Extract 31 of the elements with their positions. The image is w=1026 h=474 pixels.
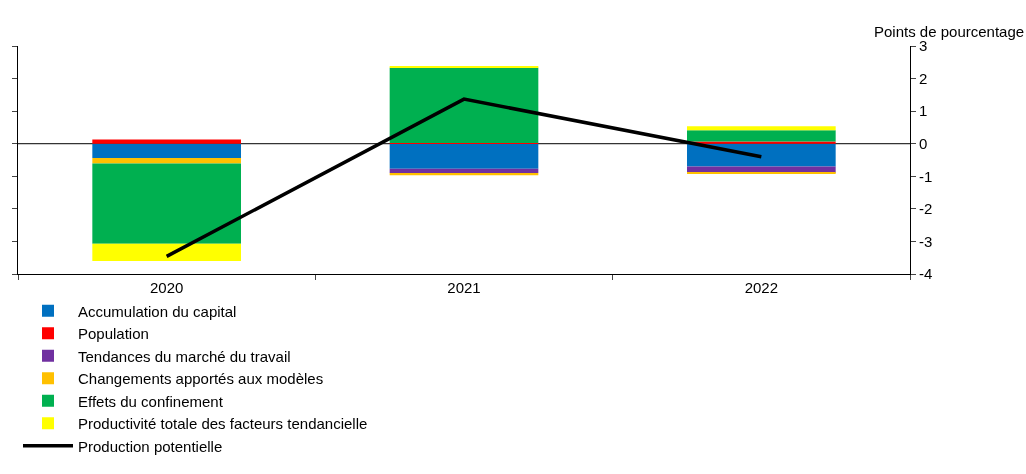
y-tick-label: 2 — [919, 69, 928, 87]
bar — [92, 143, 241, 159]
y-tick-label: -1 — [919, 167, 933, 185]
x-tick-label: 2021 — [447, 279, 481, 296]
legend-label: Population — [78, 325, 149, 343]
bar — [92, 139, 241, 144]
y-tick-label: -4 — [919, 265, 933, 283]
bar — [687, 172, 836, 175]
y-tick-label: 3 — [919, 37, 928, 55]
y-tick-label: -2 — [919, 200, 933, 218]
legend-label: Productivité totale des facteurs tendancielle — [78, 415, 368, 433]
x-tick-label: 2020 — [149, 279, 184, 296]
bar — [92, 243, 241, 261]
legend-label: Tendances du marché du travail — [78, 347, 291, 365]
bar — [389, 143, 539, 169]
x-tick-label: 2022 — [744, 279, 779, 296]
bar — [687, 143, 836, 167]
legend-label: Accumulation du capital — [78, 302, 237, 320]
y-tick-label: 1 — [919, 102, 928, 120]
legend-label: Changements apportés aux modèles — [78, 370, 324, 388]
y-axis-title: Points de pourcentage — [874, 23, 1025, 40]
legend-label: Production potentielle — [78, 437, 223, 455]
bar — [92, 163, 241, 244]
bar — [389, 168, 539, 174]
bar — [687, 130, 836, 142]
y-tick-label: 0 — [919, 134, 928, 152]
bar — [92, 158, 241, 164]
legend-label: Effets du confinement — [78, 392, 224, 410]
y-tick-label: -3 — [919, 232, 933, 250]
bar — [687, 126, 836, 131]
bar — [389, 67, 539, 144]
